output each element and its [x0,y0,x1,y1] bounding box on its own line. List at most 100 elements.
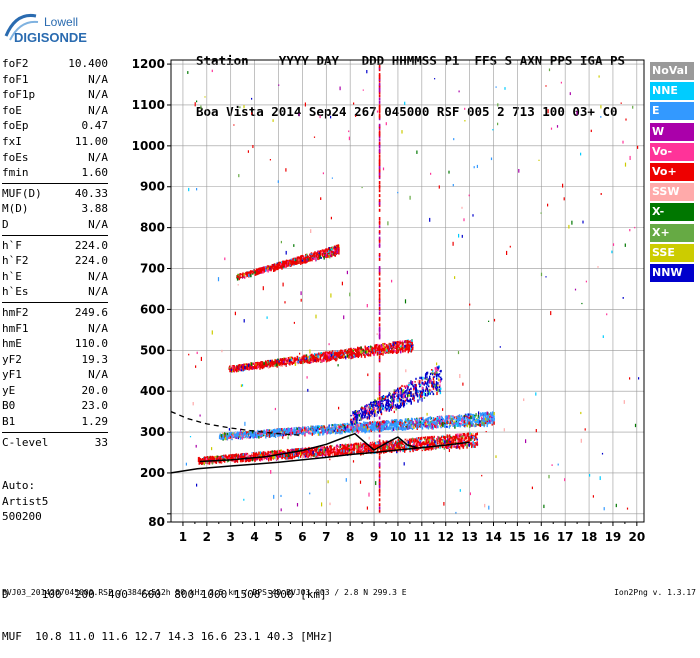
echo-point [245,436,246,438]
echo-point [457,433,458,436]
echo-point [281,428,282,430]
echo-point [425,436,426,438]
echo-point [341,431,342,435]
echo-point [344,352,345,353]
echo-point [434,436,435,438]
echo-point [321,359,322,362]
trace-f2-2nd-hop [229,339,414,373]
echo-point [403,444,404,446]
echo-point [243,432,244,435]
echo-point [402,342,403,344]
echo-point [335,424,336,427]
echo-point [381,344,382,347]
echo-point [390,423,391,425]
echo-point [372,428,373,431]
echo-point [492,411,493,413]
echo-point [480,414,481,416]
echo-point [302,455,303,458]
echo-point [389,443,390,445]
echo-point [341,424,342,426]
echo-point [350,446,351,449]
echo-point [455,436,456,439]
echo-point [487,422,488,425]
echo-point [363,443,364,445]
echo-point [471,425,472,427]
echo-point [336,446,337,448]
echo-point [470,414,471,416]
echo-point [263,451,264,452]
echo-point [359,424,360,427]
echo-point [484,412,485,416]
echo-point [417,441,418,443]
echo-point [464,423,465,425]
echo-point [480,424,481,427]
echo-point [256,459,257,461]
echo-point [369,423,370,425]
echo-point [464,425,465,427]
echo-point [400,441,401,444]
echo-point [314,429,315,431]
echo-point [388,429,389,431]
echo-point [348,445,349,448]
echo-point [250,434,251,436]
echo-point [395,427,396,430]
echo-point [389,426,390,429]
echo-point [385,446,386,447]
echo-point [338,424,339,425]
echo-point [315,449,316,452]
echo-point [288,428,289,430]
echo-point [335,431,336,434]
echo-point [306,432,307,434]
echo-point [207,456,208,459]
echo-point [393,426,394,429]
echo-point [400,351,401,354]
echo-point [459,414,460,416]
echo-point [374,424,375,426]
echo-point [286,457,287,460]
echo-point [268,458,269,462]
echo-point [446,440,447,443]
echo-point [460,418,461,421]
echo-point [432,436,433,438]
echo-point [278,430,279,432]
echo-point [457,423,458,427]
echo-point [317,431,318,434]
echo-point [282,432,283,434]
echo-point [463,439,464,441]
echo-point [430,423,431,426]
echo-point [265,432,266,434]
echo-point [266,458,267,460]
echo-point [434,422,435,424]
echo-point [345,450,346,453]
echo-point [406,438,407,440]
echo-point [473,436,474,439]
echo-point [420,437,421,440]
echo-point [381,353,382,355]
echo-point [424,443,425,446]
echo-point [371,422,372,424]
echo-point [245,432,246,434]
echo-point [402,428,403,431]
echo-point [468,421,469,424]
echo-point [338,446,339,447]
echo-point [475,413,476,416]
echo-point [397,425,398,427]
echo-point [229,437,230,439]
echo-point [252,453,253,455]
echo-point [215,456,216,458]
echo-point [383,348,384,352]
echo-point [441,442,442,445]
echo-point [441,420,442,422]
echo-point [343,353,344,355]
echo-point [465,438,466,439]
plot-grid [171,60,644,522]
echo-point [210,457,211,459]
echo-point [437,425,438,428]
echo-point [430,418,431,421]
echo-point [226,457,227,459]
echo-point [297,428,298,430]
echo-point [320,357,321,360]
echo-point [436,419,437,422]
echo-point [453,425,454,427]
echo-point [479,420,480,423]
